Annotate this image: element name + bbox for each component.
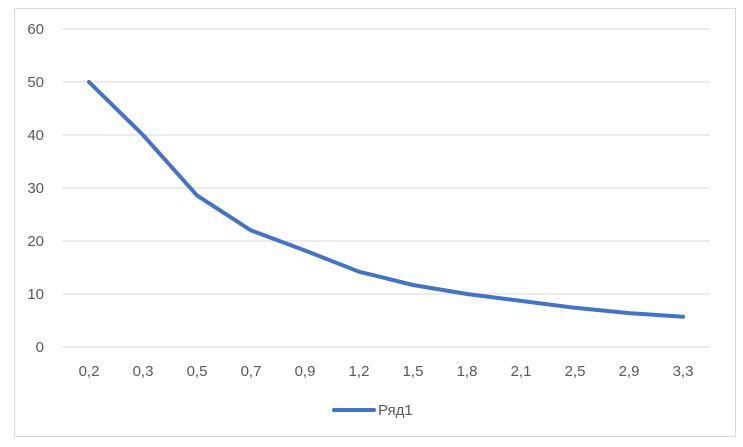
data-point [196,194,198,196]
y-tick-label: 50 [27,74,44,91]
series-line [87,80,685,319]
y-axis-ticks: 0 10 20 30 40 50 60 [27,21,44,356]
x-tick-label: 2,5 [565,363,586,380]
y-tick-label: 60 [27,21,44,38]
x-tick-label: 0,9 [295,363,316,380]
data-point [412,284,414,286]
data-point [250,229,252,231]
data-point [88,81,90,83]
y-tick-label: 0 [36,339,44,356]
chart-border [14,8,736,437]
data-point [682,316,684,318]
x-tick-label: 2,9 [619,363,640,380]
x-tick-label: 0,5 [187,363,208,380]
data-point [466,293,468,295]
legend: Ряд1 [332,402,413,419]
data-point [142,134,144,136]
data-point [358,271,360,273]
x-tick-label: 1,2 [349,363,370,380]
y-tick-label: 30 [27,180,44,197]
legend-label: Ряд1 [378,402,413,419]
x-tick-label: 1,5 [403,363,424,380]
gridlines [62,28,710,348]
data-point [628,312,630,314]
x-tick-label: 3,3 [673,363,694,380]
x-tick-label: 0,3 [133,363,154,380]
y-tick-label: 10 [27,286,44,303]
x-tick-label: 1,8 [457,363,478,380]
x-tick-label: 2,1 [511,363,532,380]
x-tick-label: 0,7 [241,363,262,380]
y-tick-label: 20 [27,233,44,250]
data-point [304,250,306,252]
x-axis-ticks: 0,2 0,3 0,5 0,7 0,9 1,2 1,5 1,8 2,1 2,5 2,9 3,3 [79,363,694,380]
y-tick-label: 40 [27,127,44,144]
x-tick-label: 0,2 [79,363,100,380]
series-layer [87,80,685,319]
data-point [520,300,522,302]
data-point [574,307,576,309]
